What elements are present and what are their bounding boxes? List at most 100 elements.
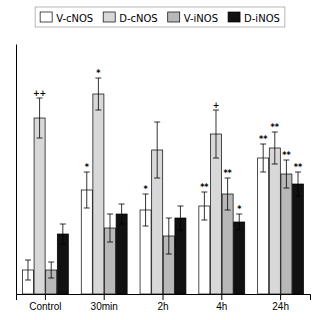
error-line [157,122,158,178]
error-bar [48,262,54,278]
error-cap [107,214,113,215]
error-line [286,160,287,188]
bar [258,158,269,294]
error-cap [143,226,149,227]
error-line [98,78,99,110]
error-bar [107,214,113,242]
error-cap [260,172,266,173]
legend-frame [35,7,285,27]
error-bar [154,122,160,178]
bar [293,184,304,294]
error-cap [60,224,66,225]
error-cap [48,262,54,263]
x-tick-label: 24h [272,301,289,312]
annotation: ++ [33,89,46,98]
y-axis [16,45,17,295]
error-bar [143,194,149,226]
legend-label: V-cNOS [56,13,93,24]
error-cap [236,230,242,231]
error-cap [177,230,183,231]
legend-label: D-cNOS [119,13,158,24]
error-bar [283,160,289,188]
legend-swatch [168,12,180,22]
error-line [39,98,40,138]
error-line [110,214,111,242]
error-cap [37,138,43,139]
annotation: ** [200,183,209,192]
x-tick-label: Control [29,301,61,312]
error-cap [225,210,231,211]
chart: ******++*+*********Control30min2h4h24hV-… [0,0,320,320]
x-tick-mark [221,294,222,300]
error-line [263,144,264,172]
legend: V-cNOS D-cNOS V-iNOS D-iNOS [35,7,285,27]
error-line [204,192,205,220]
error-line [121,204,122,224]
error-cap [166,218,172,219]
annotation: * [143,185,148,194]
error-cap [177,206,183,207]
annotation: ** [223,169,232,178]
legend-item: D-cNOS [103,12,158,24]
error-cap [295,196,301,197]
error-cap [154,122,160,123]
x-tick-label: 2h [157,301,168,312]
x-tick: 24h [272,294,289,312]
legend-swatch [228,12,240,22]
legend-items: V-cNOS D-cNOS V-iNOS D-iNOS [40,12,280,24]
legend-swatch [40,12,52,22]
bar [93,94,104,294]
error-line [145,194,146,226]
error-cap [119,224,125,225]
error-bar [295,172,301,196]
bar [269,148,280,294]
x-tick: 2h [157,294,168,312]
x-tick-mark [45,294,46,300]
annotation: * [96,69,101,78]
x-tick: 30min [91,294,118,312]
series [22,144,268,294]
x-tick-mark [163,294,164,300]
annotation: ** [271,123,280,132]
x-tick: 4h [216,294,227,312]
error-line [215,110,216,158]
annotations: ******++*+********* [33,69,303,214]
legend-label: V-iNOS [184,13,218,24]
bar [210,134,221,294]
error-cap [107,242,113,243]
series [57,172,303,294]
annotation: + [213,101,220,110]
error-line [239,214,240,230]
bar [281,174,292,294]
annotation: ** [259,135,268,144]
x-axis: Control 30min 2h 4h 24h [17,294,311,312]
error-line [62,224,63,244]
error-line [86,172,87,208]
bar [116,214,127,294]
x-tick-mark [104,294,105,300]
error-cap [119,204,125,205]
error-cap [25,260,31,261]
error-cap [201,220,207,221]
error-line [27,260,28,280]
series [34,78,280,294]
error-cap [25,280,31,281]
error-bar [60,224,66,244]
error-cap [283,188,289,189]
legend-item: V-iNOS [168,12,218,24]
error-bar [236,214,242,230]
error-cap [48,278,54,279]
legend-item: D-iNOS [228,12,280,24]
error-bar [119,204,125,224]
bar [234,222,245,294]
legend-item: V-cNOS [40,12,93,24]
error-line [274,132,275,164]
error-line [180,206,181,230]
error-bar [166,218,172,254]
bar [34,118,45,294]
error-bar [272,132,278,164]
x-tick-label: 4h [216,301,227,312]
error-bar [260,144,266,172]
x-tick-label: 30min [91,301,118,312]
error-bar [25,260,31,280]
